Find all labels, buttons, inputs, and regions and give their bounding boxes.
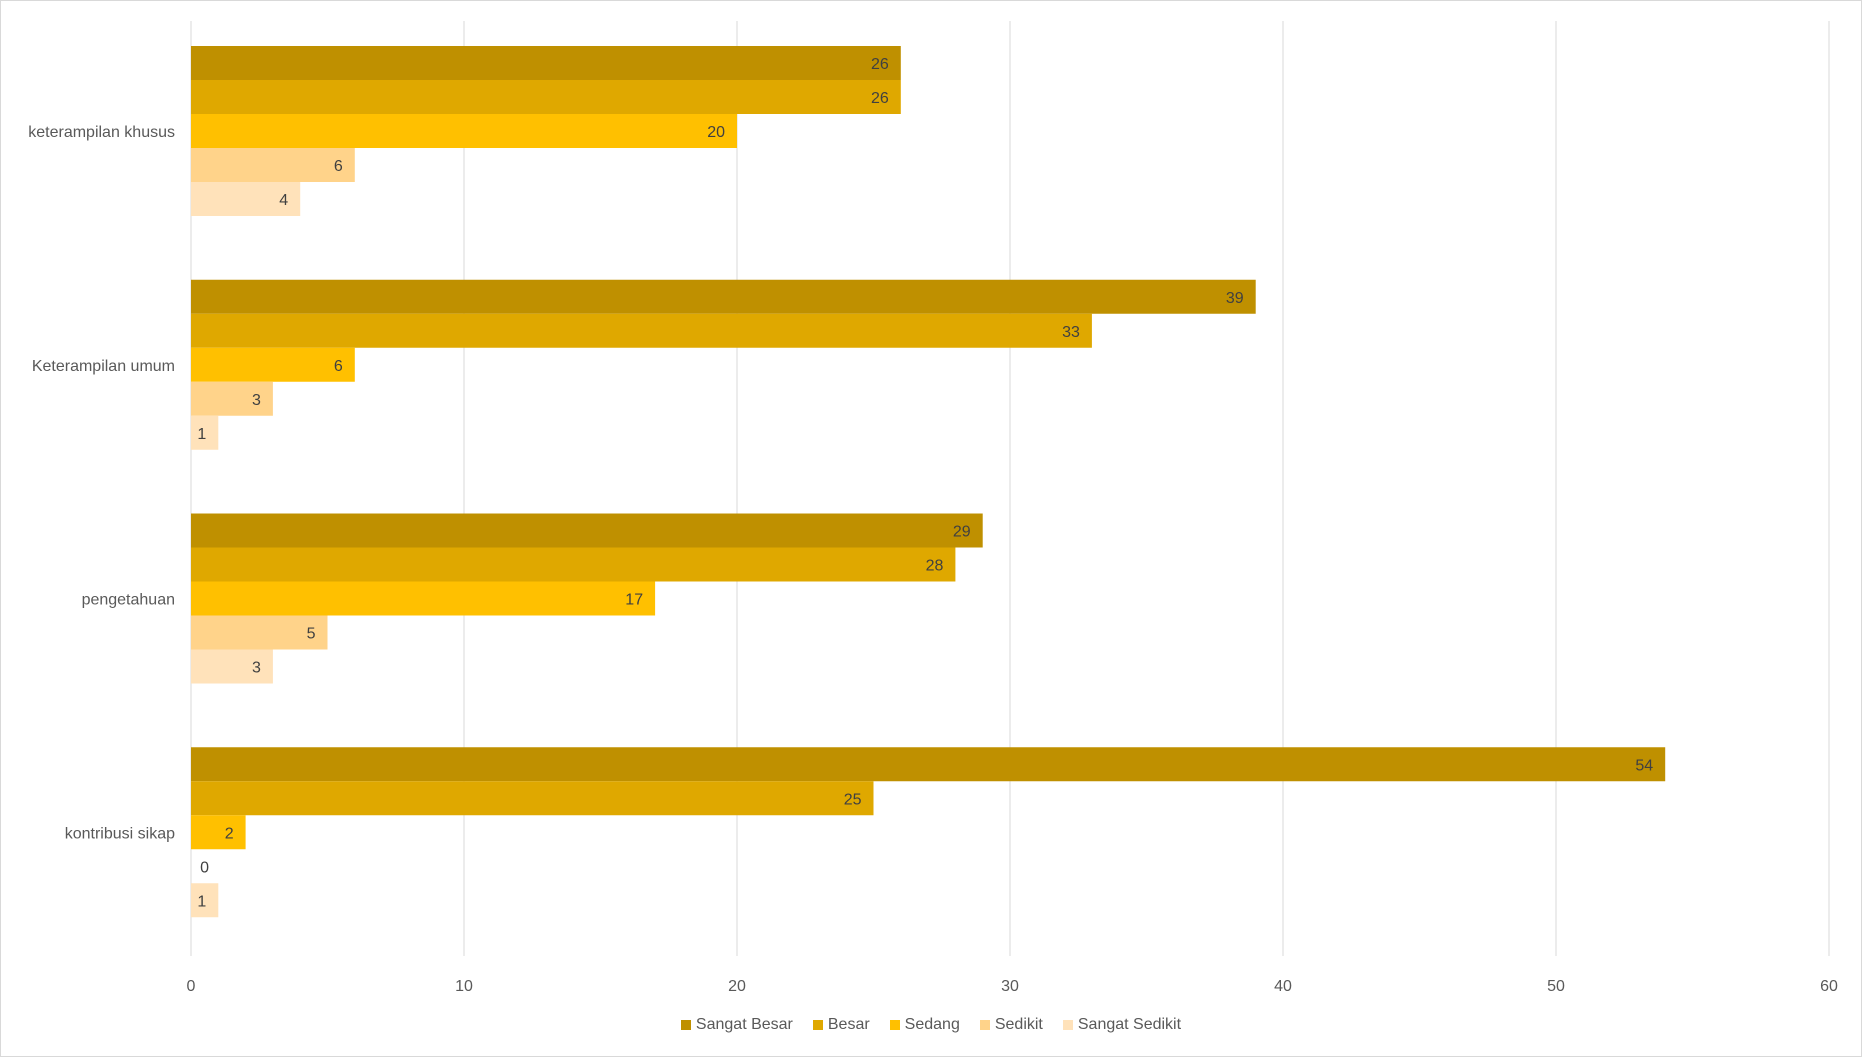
data-label: 54 xyxy=(1635,757,1653,774)
data-label: 0 xyxy=(200,859,209,876)
bar xyxy=(191,883,219,918)
data-label: 4 xyxy=(279,192,288,209)
x-tick-label: 60 xyxy=(1820,978,1838,995)
x-tick-label: 40 xyxy=(1274,978,1292,995)
bar xyxy=(191,513,983,548)
data-label: 33 xyxy=(1062,324,1080,341)
legend-swatch xyxy=(680,1020,691,1030)
data-label: 17 xyxy=(625,592,643,609)
legend-swatch xyxy=(1062,1020,1073,1030)
bar xyxy=(191,415,219,450)
bar xyxy=(191,46,901,80)
legend-swatch xyxy=(812,1020,823,1030)
data-label: 29 xyxy=(953,524,971,541)
legend-label: Sangat Sedikit xyxy=(1077,1016,1182,1033)
legend-label: Sedikit xyxy=(994,1016,1043,1033)
bar xyxy=(191,347,355,382)
legend-item: Sangat Besar xyxy=(680,1016,793,1034)
data-label: 5 xyxy=(307,626,316,643)
data-label: 39 xyxy=(1226,290,1244,307)
data-label: 2 xyxy=(225,825,234,842)
bar xyxy=(191,80,901,114)
x-tick-label: 30 xyxy=(1001,978,1019,995)
legend: Sangat Besar Besar Sedang Sedikit Sangat Sed… xyxy=(1,1016,1861,1034)
data-label: 25 xyxy=(844,791,862,808)
data-label: 6 xyxy=(334,358,343,375)
bar xyxy=(191,114,737,148)
data-label: 1 xyxy=(197,426,206,443)
bars xyxy=(191,46,1666,918)
bar xyxy=(191,747,1666,782)
legend-swatch xyxy=(979,1020,990,1030)
legend-item: Besar xyxy=(812,1016,870,1034)
bar xyxy=(191,815,246,850)
bar xyxy=(191,182,301,216)
data-labels: 26 26 20 6 4 39 33 6 3 1 29 28 17 5 3 54 25 20 1 xyxy=(197,56,1653,910)
data-label: 3 xyxy=(252,392,261,409)
legend-item: Sedang xyxy=(889,1016,960,1034)
bar xyxy=(191,313,1092,348)
bar xyxy=(191,279,1256,314)
bar xyxy=(191,615,328,650)
data-label: 1 xyxy=(197,893,206,910)
gridlines xyxy=(190,21,1830,956)
legend-label: Sangat Besar xyxy=(695,1016,793,1033)
bar xyxy=(191,381,273,416)
data-label: 28 xyxy=(926,558,944,575)
bar xyxy=(191,581,656,616)
y-category-label: pengetahuan xyxy=(82,592,175,609)
bar xyxy=(191,781,874,816)
data-label: 6 xyxy=(334,158,343,175)
x-tick-label: 0 xyxy=(187,978,196,995)
bar xyxy=(191,547,956,582)
x-tick-label: 10 xyxy=(455,978,473,995)
legend-label: Besar xyxy=(827,1016,870,1033)
x-tick-label: 50 xyxy=(1547,978,1565,995)
x-tick-label: 20 xyxy=(728,978,746,995)
y-category-label: kontribusi sikap xyxy=(65,825,175,842)
y-category-label: Keterampilan umum xyxy=(32,358,175,375)
legend-label: Sedang xyxy=(904,1016,960,1033)
y-category-label: keterampilan khusus xyxy=(28,124,175,141)
bar xyxy=(191,649,273,684)
data-label: 26 xyxy=(871,90,889,107)
legend-item: Sangat Sedikit xyxy=(1062,1016,1182,1034)
bar xyxy=(191,148,355,182)
legend-item: Sedikit xyxy=(979,1016,1043,1034)
legend-swatch xyxy=(889,1020,900,1030)
data-label: 26 xyxy=(871,56,889,73)
data-label: 3 xyxy=(252,660,261,677)
data-label: 20 xyxy=(707,124,725,141)
